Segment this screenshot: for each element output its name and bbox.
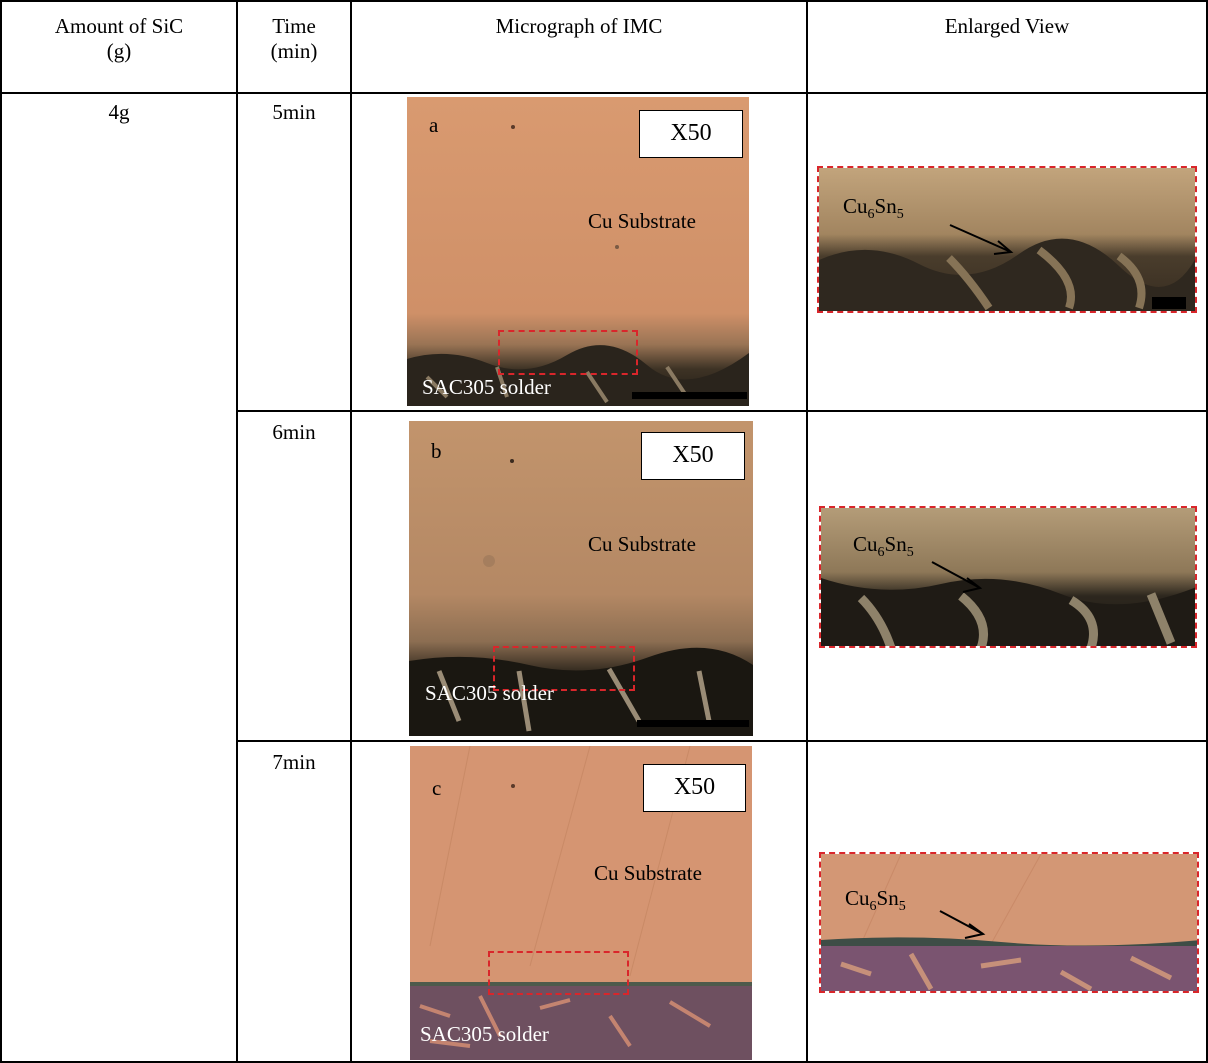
amount-value: 4g	[108, 100, 130, 124]
magnification-b: X50	[641, 432, 745, 480]
enlarged-view-a: Cu6Sn5	[817, 166, 1197, 313]
col-rule-3	[806, 0, 808, 1063]
phase-label-a: Cu6Sn5	[843, 194, 904, 222]
panel-letter-c: c	[432, 776, 442, 800]
header-amount: Amount of SiC (g)	[2, 14, 236, 64]
phase-a-sub1: 6	[867, 207, 875, 222]
header-time-line1: Time	[272, 14, 316, 38]
panel-letter-a: a	[429, 113, 439, 137]
row-rule-2	[236, 740, 1208, 742]
roi-box-b	[493, 646, 635, 691]
magnification-a: X50	[639, 110, 743, 158]
phase-c-sub1: 6	[869, 899, 877, 914]
enlarged-view-b: Cu6Sn5	[819, 506, 1197, 648]
enlarged-view-c: Cu6Sn5	[819, 852, 1199, 993]
micrograph-c: c X50 Cu Substrate SAC305 solder	[410, 746, 752, 1060]
row-rule-1	[236, 410, 1208, 412]
col-rule-4	[1206, 0, 1208, 1063]
time-row-3: 7min	[272, 750, 316, 774]
phase-b-sn: Sn	[884, 532, 907, 556]
header-time: Time (min)	[238, 14, 350, 64]
phase-a-sub2: 5	[896, 207, 904, 222]
phase-c-sn: Sn	[876, 886, 899, 910]
enlarged-c-image	[821, 854, 1197, 991]
phase-c-sub2: 5	[898, 899, 906, 914]
roi-box-c	[488, 951, 629, 995]
header-time-line2: (min)	[270, 39, 318, 63]
header-micrograph: Micrograph of IMC	[495, 14, 663, 38]
phase-a-cu: Cu	[843, 194, 868, 218]
scale-bar-a	[632, 392, 747, 399]
phase-label-b: Cu6Sn5	[853, 532, 914, 560]
col-rule-2	[350, 0, 352, 1063]
table-border-top	[0, 0, 1208, 2]
phase-c-cu: Cu	[845, 886, 870, 910]
solder-label-c: SAC305 solder	[420, 1022, 549, 1046]
phase-b-sub2: 5	[906, 545, 914, 560]
header-amount-line2: (g)	[106, 39, 132, 63]
roi-box-a	[498, 330, 638, 375]
col-rule-1	[236, 0, 238, 1063]
substrate-label-b: Cu Substrate	[588, 532, 696, 556]
phase-b-cu: Cu	[853, 532, 878, 556]
substrate-label-a: Cu Substrate	[588, 209, 696, 233]
substrate-label-c: Cu Substrate	[594, 861, 702, 885]
phase-label-c: Cu6Sn5	[845, 886, 906, 914]
time-row-2: 6min	[272, 420, 316, 444]
header-rule	[0, 92, 1208, 94]
table-border-bottom	[0, 1061, 1208, 1063]
enlarged-b-image	[821, 508, 1195, 646]
scale-bar-b	[637, 720, 749, 727]
magnification-c: X50	[643, 764, 746, 812]
time-row-1: 5min	[272, 100, 316, 124]
phase-b-sub1: 6	[877, 545, 885, 560]
header-enlarged: Enlarged View	[944, 14, 1070, 38]
col-rule-0	[0, 0, 2, 1063]
micrograph-a: a X50 Cu Substrate SAC305 solder	[407, 97, 749, 406]
panel-letter-b: b	[431, 439, 442, 463]
enlarged-a-image	[819, 168, 1195, 311]
phase-a-sn: Sn	[874, 194, 897, 218]
solder-label-a: SAC305 solder	[422, 375, 551, 399]
header-amount-line1: Amount of SiC	[54, 14, 184, 38]
micrograph-b: b X50 Cu Substrate SAC305 solder	[409, 421, 753, 736]
micrograph-a-image	[407, 97, 749, 406]
solder-label-b: SAC305 solder	[425, 681, 554, 705]
